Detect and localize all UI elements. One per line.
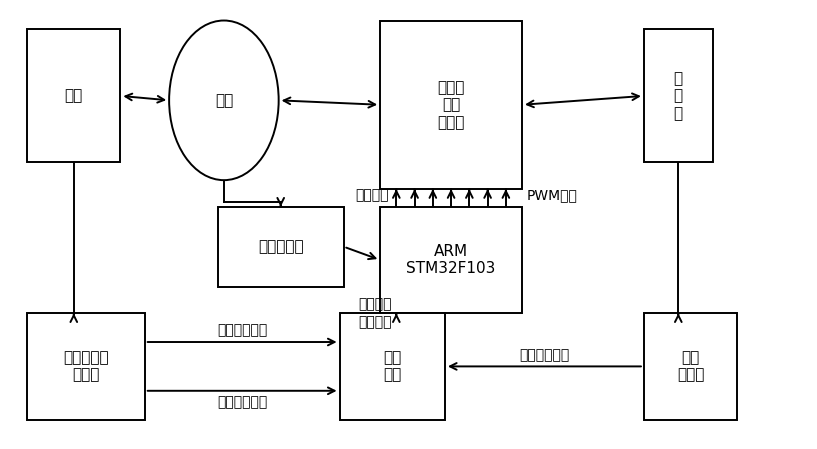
Text: PWM信号: PWM信号 bbox=[526, 189, 577, 202]
Text: 调理
电路: 调理 电路 bbox=[383, 350, 401, 383]
Text: 电网电流采样: 电网电流采样 bbox=[217, 395, 267, 409]
Bar bbox=[218, 207, 344, 286]
Text: 电网: 电网 bbox=[65, 88, 83, 103]
Bar bbox=[644, 313, 737, 420]
Text: 直
流
源: 直 流 源 bbox=[674, 71, 683, 121]
Text: 电网电压采样: 电网电压采样 bbox=[217, 324, 267, 338]
Bar bbox=[380, 21, 522, 189]
Text: 电压、电流
传感器: 电压、电流 传感器 bbox=[63, 350, 109, 383]
Bar bbox=[644, 29, 712, 163]
Bar bbox=[27, 29, 120, 163]
Ellipse shape bbox=[169, 21, 279, 180]
Bar bbox=[340, 313, 445, 420]
Text: 一体化
驱动
变换器: 一体化 驱动 变换器 bbox=[437, 80, 465, 130]
Text: ARM
STM32F103: ARM STM32F103 bbox=[406, 244, 496, 276]
Text: 位置信号: 位置信号 bbox=[355, 189, 389, 202]
Bar bbox=[380, 207, 522, 313]
Text: 光电解码器: 光电解码器 bbox=[258, 239, 303, 254]
Text: 电压电流
反馈信号: 电压电流 反馈信号 bbox=[359, 297, 392, 330]
Text: 电机: 电机 bbox=[215, 93, 233, 108]
Text: 直流电压采样: 直流电压采样 bbox=[520, 348, 569, 362]
Bar bbox=[27, 313, 145, 420]
Text: 电压
传感器: 电压 传感器 bbox=[676, 350, 704, 383]
